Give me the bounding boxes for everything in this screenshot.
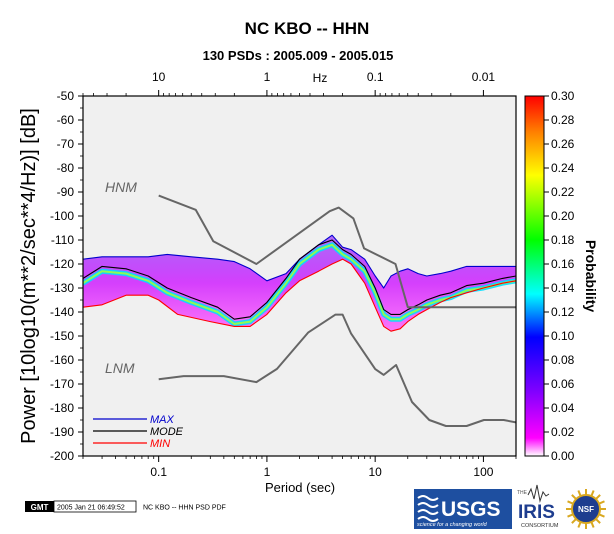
- colorbar-tick-label: 0.22: [551, 185, 575, 199]
- iris-logo: THE IRIS CONSORTIUM: [517, 484, 559, 529]
- gmt-badge-text: GMT: [31, 503, 49, 512]
- nsf-seal-disc: [571, 494, 601, 524]
- series-hnm-line: [158, 194, 516, 309]
- top-tick-label: 0.01: [472, 70, 496, 84]
- nsf-ray: [590, 490, 595, 497]
- series-min-line: [83, 258, 516, 332]
- colorbar-tick-label: 0.00: [551, 449, 575, 463]
- y-tick-label: -50: [57, 89, 75, 103]
- iris-prefix: THE: [517, 490, 528, 496]
- legend-min-label: MIN: [150, 438, 170, 450]
- colorbar-tick-label: 0.10: [551, 329, 575, 343]
- y-axis-label: Power [10log10(m**2/sec**4/Hz)] [dB]: [18, 108, 40, 444]
- y-tick-label: -170: [50, 377, 74, 391]
- colorbar-tick-label: 0.06: [551, 377, 575, 391]
- usgs-logo-text: USGS: [441, 498, 501, 521]
- y-tick-label: -80: [57, 161, 75, 175]
- density-ridge-green: [83, 243, 516, 325]
- x-tick-label: 0.1: [150, 465, 167, 479]
- y-tick-label: -110: [51, 233, 74, 247]
- nsf-ray: [598, 500, 605, 505]
- top-axis: 10 1 0.1 0.01: [82, 70, 496, 96]
- colorbar-ticks: 0.00 0.02 0.04 0.06 0.08 0.10 0.12 0.14 0.16 0.18…: [544, 89, 575, 463]
- nsf-seal-rays: [566, 489, 606, 529]
- footer-timestamp: 2005 Jan 21 06:49:52: [57, 505, 125, 512]
- colorbar-tick-label: 0.26: [551, 137, 575, 151]
- nsf-ray: [598, 513, 605, 518]
- top-tick-label: 0.1: [367, 70, 384, 84]
- colorbar-tick-label: 0.18: [551, 233, 575, 247]
- top-tick-label: 1: [264, 70, 271, 84]
- usgs-wave-icon: [417, 495, 439, 522]
- iris-caption: CONSORTIUM: [521, 523, 559, 529]
- y-tick-label: -120: [50, 257, 74, 271]
- nsf-ray: [577, 521, 582, 528]
- colorbar-tick-label: 0.02: [551, 425, 575, 439]
- colorbar-tick-label: 0.16: [551, 257, 575, 271]
- nsf-ray: [567, 513, 574, 518]
- y-tick-label: -130: [50, 281, 74, 295]
- colorbar-tick-label: 0.14: [551, 281, 575, 295]
- left-axis: -50 -60 -70 -80 -90 -100 -110 -120 -130 -140 -150 -…: [50, 89, 83, 463]
- usgs-logo: USGS science for a changing world: [414, 489, 512, 529]
- y-tick-label: -100: [50, 209, 74, 223]
- lnm-label: LNM: [105, 360, 135, 376]
- nsf-seal-text: NSF: [578, 505, 594, 514]
- legend-mode-label: MODE: [150, 426, 184, 438]
- y-tick-label: -60: [57, 113, 75, 127]
- nsf-ray: [590, 521, 595, 528]
- chart-subtitle: 130 PSDs : 2005.009 - 2005.015: [203, 48, 394, 63]
- gmt-badge: [25, 501, 54, 512]
- nsf-seal: NSF: [566, 489, 606, 529]
- series-mode-line: [83, 239, 516, 320]
- x-tick-label: 10: [368, 465, 382, 479]
- y-tick-label: -70: [57, 137, 75, 151]
- y-tick-label: -140: [50, 305, 74, 319]
- top-axis-unit: Hz: [313, 71, 328, 85]
- colorbar-tick-label: 0.24: [551, 161, 575, 175]
- bottom-axis: 0.1 1 10 100: [82, 456, 517, 479]
- y-tick-label: -90: [57, 185, 75, 199]
- y-tick-label: -200: [50, 449, 74, 463]
- colorbar-tick-label: 0.20: [551, 209, 575, 223]
- y-tick-label: -150: [50, 329, 74, 343]
- usgs-tagline: science for a changing world: [417, 522, 488, 528]
- colorbar-tick-label: 0.12: [551, 305, 575, 319]
- probability-density-layer: [83, 194, 516, 427]
- colorbar-label: Probability: [583, 240, 599, 313]
- series-max-line: [83, 234, 516, 289]
- legend-max-label: MAX: [150, 414, 175, 426]
- top-tick-label: 10: [152, 70, 166, 84]
- iris-logo-text: IRIS: [518, 502, 555, 523]
- colorbar-tick-label: 0.08: [551, 353, 575, 367]
- x-axis-label: Period (sec): [265, 480, 335, 495]
- x-tick-label: 1: [264, 465, 271, 479]
- series-lnm-line: [158, 313, 516, 427]
- nsf-ray: [577, 490, 582, 497]
- y-tick-label: -180: [50, 401, 74, 415]
- nsf-ray: [567, 500, 574, 505]
- colorbar-tick-label: 0.28: [551, 113, 575, 127]
- hnm-label: HNM: [105, 179, 137, 195]
- colorbar-tick-label: 0.04: [551, 401, 575, 415]
- x-tick-label: 100: [473, 465, 493, 479]
- chart-title: NC KBO -- HHN: [245, 19, 370, 38]
- seismogram-icon: [527, 484, 550, 503]
- timestamp-box: [53, 500, 137, 513]
- y-tick-label: -190: [50, 425, 74, 439]
- usgs-logo-background: [414, 489, 512, 529]
- y-tick-label: -160: [50, 353, 74, 367]
- colorbar: [524, 95, 545, 457]
- legend: MAX MODE MIN: [93, 414, 184, 450]
- footer-caption: NC KBO -- HHN PSD PDF: [143, 505, 226, 512]
- colorbar-tick-label: 0.30: [551, 89, 575, 103]
